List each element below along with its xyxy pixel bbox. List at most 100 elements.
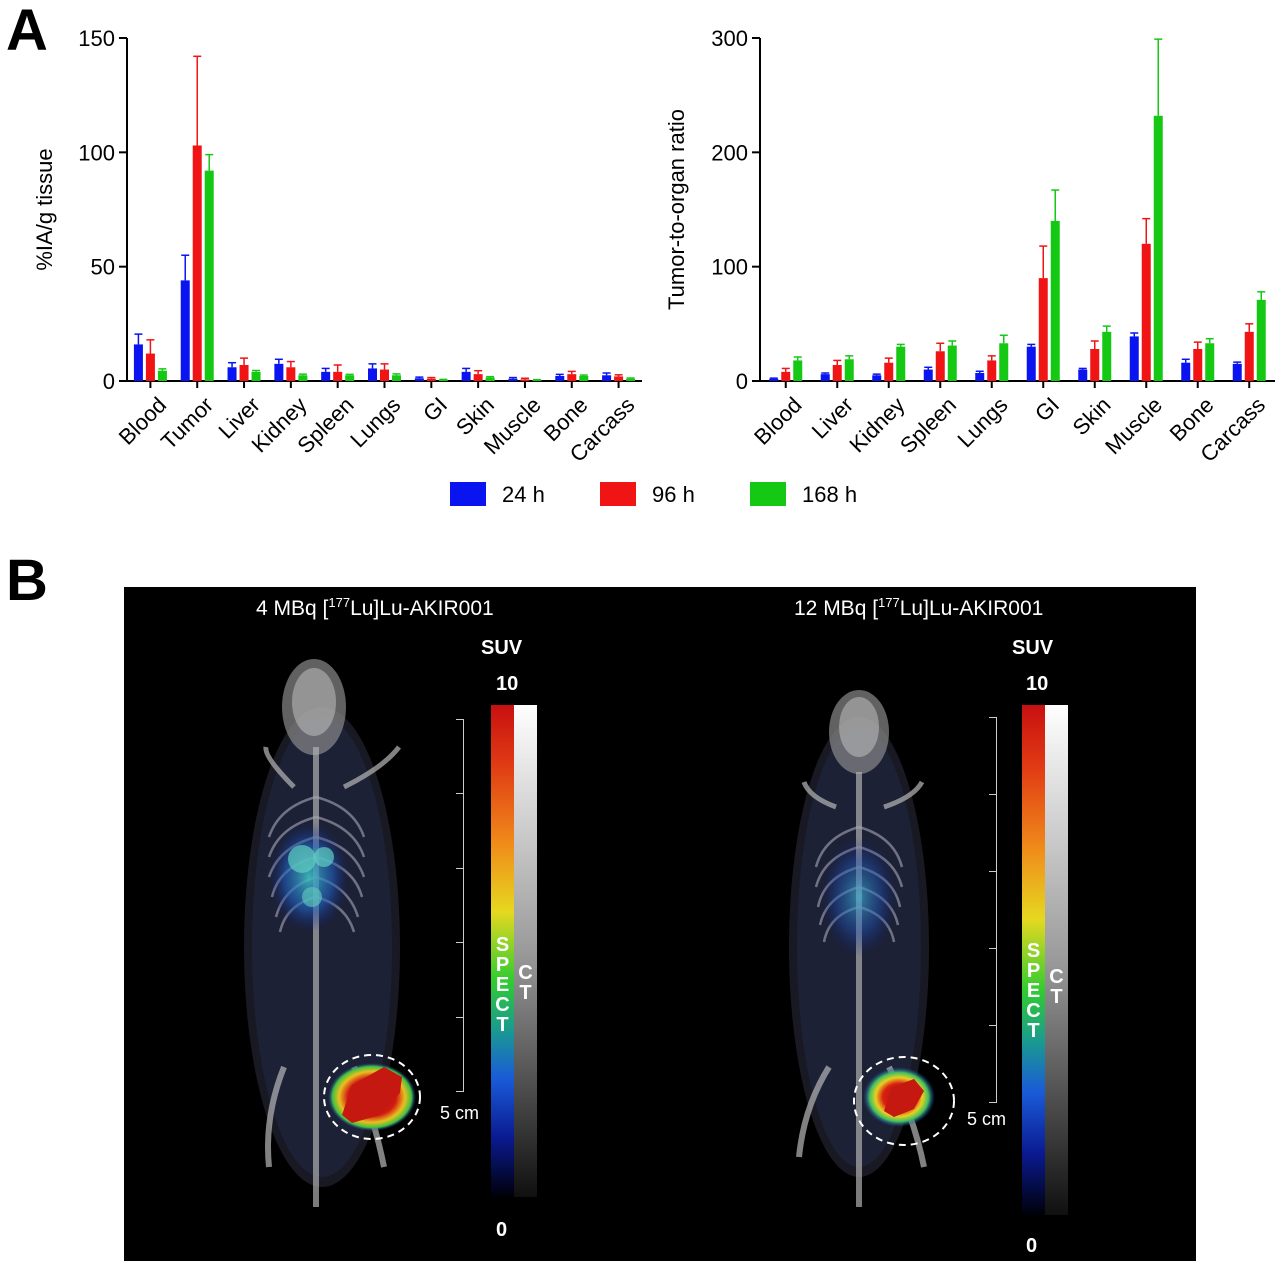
chart-0-bar bbox=[286, 367, 296, 381]
chart-1-bar bbox=[1256, 299, 1266, 381]
right-spect-letter: T bbox=[1027, 1020, 1040, 1042]
chart-0-bar bbox=[532, 380, 542, 381]
chart-1-bar bbox=[947, 345, 957, 381]
chart-1-bar bbox=[844, 359, 854, 381]
chart-0-bar bbox=[239, 364, 249, 381]
chart-1-bar bbox=[1193, 348, 1203, 381]
right-spect-letter: C bbox=[1026, 1000, 1041, 1022]
left-suv-min: 0 bbox=[496, 1219, 508, 1241]
chart-0-bar bbox=[204, 170, 214, 381]
legend-swatch-168h bbox=[750, 482, 786, 506]
chart-0-bar bbox=[520, 379, 530, 381]
chart-1-bar bbox=[1244, 331, 1254, 381]
chart-0-bar bbox=[321, 371, 331, 381]
right-mouse-spect-ct-image bbox=[789, 690, 955, 1207]
chart-0-bar bbox=[555, 375, 565, 381]
chart-1-bar bbox=[935, 351, 945, 381]
chart-0-bar bbox=[251, 371, 261, 381]
left-image-title: 4 MBq [177Lu]Lu-AKIR001 bbox=[256, 595, 494, 620]
left-spect-letter: T bbox=[496, 1014, 509, 1036]
chart-1-y-tick-label: 300 bbox=[711, 26, 748, 51]
right-ct-colorbar bbox=[1045, 705, 1068, 1215]
chart-1-bar bbox=[872, 375, 882, 381]
right-spect-colorbar bbox=[1022, 705, 1045, 1215]
chart-1-bar bbox=[884, 362, 894, 381]
chart-0-bar bbox=[567, 374, 577, 381]
right-suv-min: 0 bbox=[1026, 1235, 1038, 1257]
left-ct-letter: T bbox=[519, 982, 532, 1004]
chart-1-y-tick-label: 0 bbox=[736, 369, 748, 394]
legend-swatch-24h bbox=[450, 482, 486, 506]
chart-0-bar bbox=[298, 375, 308, 381]
chart-0-x-tick-label: Lungs bbox=[345, 392, 405, 452]
chart-1-bar bbox=[975, 372, 985, 381]
right-suv-max: 10 bbox=[1026, 673, 1049, 695]
legend-label-168h: 168 h bbox=[802, 482, 858, 507]
chart-0-bar bbox=[180, 280, 190, 381]
panel-a-label: A bbox=[6, 0, 48, 63]
right-colorbar: S P E C T C T bbox=[1022, 705, 1068, 1215]
chart-1-bar bbox=[793, 360, 803, 381]
right-scale-bar bbox=[982, 717, 997, 1103]
right-spect-letter: P bbox=[1026, 960, 1041, 982]
chart-0-bar bbox=[438, 379, 448, 381]
chart-1-x-tick-label: Muscle bbox=[1100, 392, 1167, 459]
chart-0-bar bbox=[133, 344, 143, 381]
chart-0-bar bbox=[473, 374, 483, 381]
left-spect-letter: E bbox=[495, 974, 510, 996]
chart-1-bar bbox=[781, 371, 791, 381]
chart-1-bar bbox=[1232, 363, 1242, 381]
legend-label-24h: 24 h bbox=[502, 482, 545, 507]
chart-1-bar bbox=[1181, 362, 1191, 381]
spect-ct-image-panel: 4 MBq [177Lu]Lu-AKIR001 bbox=[124, 587, 1196, 1261]
chart-0-bar bbox=[145, 353, 155, 381]
chart-1-bar bbox=[769, 378, 779, 381]
chart-0-bar bbox=[333, 371, 343, 381]
chart-1-bar bbox=[1078, 369, 1088, 381]
right-scale-label: 5 cm bbox=[967, 1109, 1007, 1129]
chart-0-bar bbox=[426, 378, 436, 381]
chart-0-bar bbox=[485, 377, 495, 381]
chart-1-x-tick-label: Kidney bbox=[844, 392, 909, 457]
left-scale-bar bbox=[449, 719, 464, 1092]
chart-1-bar bbox=[1050, 220, 1060, 381]
right-ct-letter: C bbox=[1049, 966, 1064, 988]
chart-1-bar bbox=[999, 343, 1009, 381]
chart-1-bar bbox=[1141, 243, 1151, 381]
chart-1-bar bbox=[1153, 115, 1163, 381]
left-spect-letter: S bbox=[495, 934, 510, 956]
chart-1-bar bbox=[832, 364, 842, 381]
chart-1-x-tick-label: GI bbox=[1030, 392, 1064, 426]
left-ct-letter: C bbox=[518, 962, 533, 984]
chart-0-bar bbox=[508, 378, 518, 381]
chart-1-x-tick-label: Lungs bbox=[953, 392, 1013, 452]
chart-1-bar bbox=[820, 374, 830, 381]
chart-1-y-tick-label: 200 bbox=[711, 140, 748, 165]
chart-0-bar bbox=[602, 375, 612, 381]
chart-0-bar bbox=[274, 363, 284, 381]
chart-0-bar bbox=[192, 145, 202, 381]
chart-1-bar bbox=[1102, 331, 1112, 381]
chart-0-y-tick-label: 150 bbox=[78, 26, 115, 51]
chart-1-bar bbox=[1129, 336, 1139, 381]
left-spect-letter: C bbox=[495, 994, 510, 1016]
chart-1-bar bbox=[1205, 343, 1215, 381]
chart-0-y-tick-label: 0 bbox=[103, 369, 115, 394]
left-suv-max: 10 bbox=[496, 673, 519, 695]
chart-0-bar bbox=[368, 368, 377, 381]
chart-0-y-tick-label: 100 bbox=[78, 140, 115, 165]
left-mouse-spect-ct-image bbox=[244, 659, 421, 1207]
chart-1-y-tick-label: 100 bbox=[711, 255, 748, 280]
left-ct-colorbar bbox=[514, 705, 537, 1197]
chart-0-bar bbox=[461, 371, 471, 381]
chart-1-bar bbox=[987, 360, 997, 381]
chart-1-bar bbox=[1026, 346, 1036, 381]
chart-1-x-tick-label: Blood bbox=[749, 392, 806, 449]
left-scale-label: 5 cm bbox=[440, 1103, 480, 1123]
right-ct-letter: T bbox=[1050, 986, 1063, 1008]
chart-0-x-tick-label: Tumor bbox=[156, 392, 218, 454]
panel-b-label: B bbox=[6, 548, 48, 613]
left-spect-letter: P bbox=[495, 954, 510, 976]
chart-0-bar bbox=[157, 370, 167, 381]
